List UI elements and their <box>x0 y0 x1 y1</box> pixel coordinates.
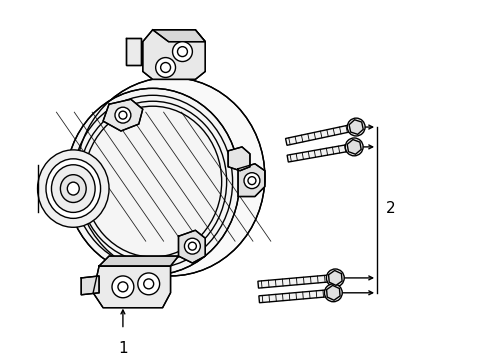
Polygon shape <box>326 285 339 300</box>
Ellipse shape <box>345 138 363 156</box>
Polygon shape <box>328 270 342 285</box>
Polygon shape <box>346 140 361 154</box>
Ellipse shape <box>66 88 239 275</box>
Ellipse shape <box>143 279 153 289</box>
Ellipse shape <box>350 122 360 132</box>
Ellipse shape <box>346 118 365 136</box>
Ellipse shape <box>115 107 131 123</box>
Text: 2: 2 <box>385 201 395 216</box>
Ellipse shape <box>188 242 196 250</box>
Ellipse shape <box>247 177 255 185</box>
Ellipse shape <box>244 173 259 189</box>
Ellipse shape <box>160 63 170 72</box>
Ellipse shape <box>76 77 264 276</box>
Polygon shape <box>103 99 142 131</box>
Ellipse shape <box>184 238 200 254</box>
Polygon shape <box>238 164 264 197</box>
Ellipse shape <box>177 47 187 57</box>
Polygon shape <box>257 274 335 288</box>
Ellipse shape <box>118 282 128 292</box>
Ellipse shape <box>328 288 338 298</box>
Ellipse shape <box>51 165 95 212</box>
Polygon shape <box>348 120 363 134</box>
Polygon shape <box>178 230 205 263</box>
Polygon shape <box>285 123 356 145</box>
Ellipse shape <box>119 111 126 119</box>
Ellipse shape <box>172 42 192 62</box>
Ellipse shape <box>38 150 109 227</box>
Ellipse shape <box>324 284 342 302</box>
Polygon shape <box>99 256 178 266</box>
Polygon shape <box>286 144 354 162</box>
Ellipse shape <box>330 273 340 283</box>
Ellipse shape <box>155 58 175 77</box>
Ellipse shape <box>325 269 344 287</box>
Polygon shape <box>142 30 205 80</box>
Polygon shape <box>228 147 249 171</box>
Ellipse shape <box>348 142 358 152</box>
Polygon shape <box>93 266 170 308</box>
Polygon shape <box>125 38 141 64</box>
Polygon shape <box>258 289 333 303</box>
Polygon shape <box>152 30 205 42</box>
Ellipse shape <box>60 175 86 202</box>
Ellipse shape <box>46 159 101 219</box>
Text: 1: 1 <box>118 341 127 356</box>
Ellipse shape <box>112 276 134 298</box>
Ellipse shape <box>138 273 159 295</box>
Polygon shape <box>81 276 99 295</box>
Ellipse shape <box>67 182 79 195</box>
